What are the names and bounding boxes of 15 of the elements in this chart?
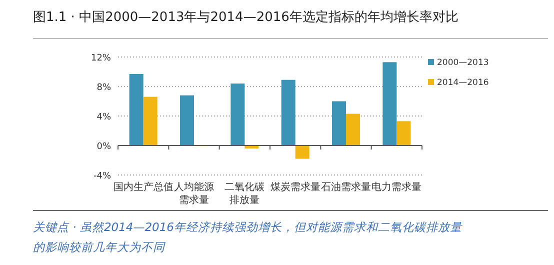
title: 图1.1 · 中国2000—2013年与2014—2016年选定指标的年均增长率对比 [33,9,458,26]
y-tick-label: -4% [93,172,112,182]
category: 人均能源需求量 [174,182,214,206]
y-tick-label: 12% [90,54,112,64]
y-tick-label: 4% [96,112,112,122]
category: 二氧化碳排放量 [224,182,265,206]
y-tick-label: 8% [96,83,112,93]
y-tick-label: 0% [96,142,112,152]
annotation: 关键点 · 虽然2014—2016年经济持续强劲增长，但对能源需求和二氧化碳排放量的影响较前几年大为不同 [33,219,463,256]
legend: 2014—2016 [437,78,489,88]
category: 国内生产总值 [113,182,174,193]
category: 石油需求量 [321,182,371,193]
category: 煤炭需求量 [270,182,320,193]
legend: 2000—2013 [437,58,489,68]
category: 电力需求量 [372,182,422,193]
